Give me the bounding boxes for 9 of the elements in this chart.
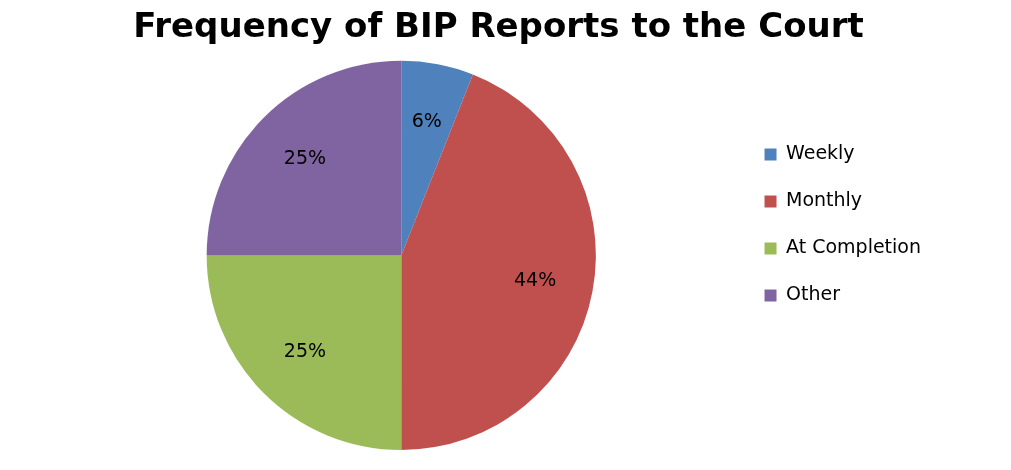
legend-label: Monthly [786,188,863,211]
legend-label: Other [786,282,841,305]
data-label: 25% [283,146,327,169]
legend-label: At Completion [786,235,922,258]
data-label: 6% [411,108,442,131]
data-label: 25% [283,338,327,361]
chart-title: Frequency of BIP Reports to the Court [133,5,864,46]
legend-label: Weekly [786,141,855,164]
data-label: 44% [513,267,557,290]
